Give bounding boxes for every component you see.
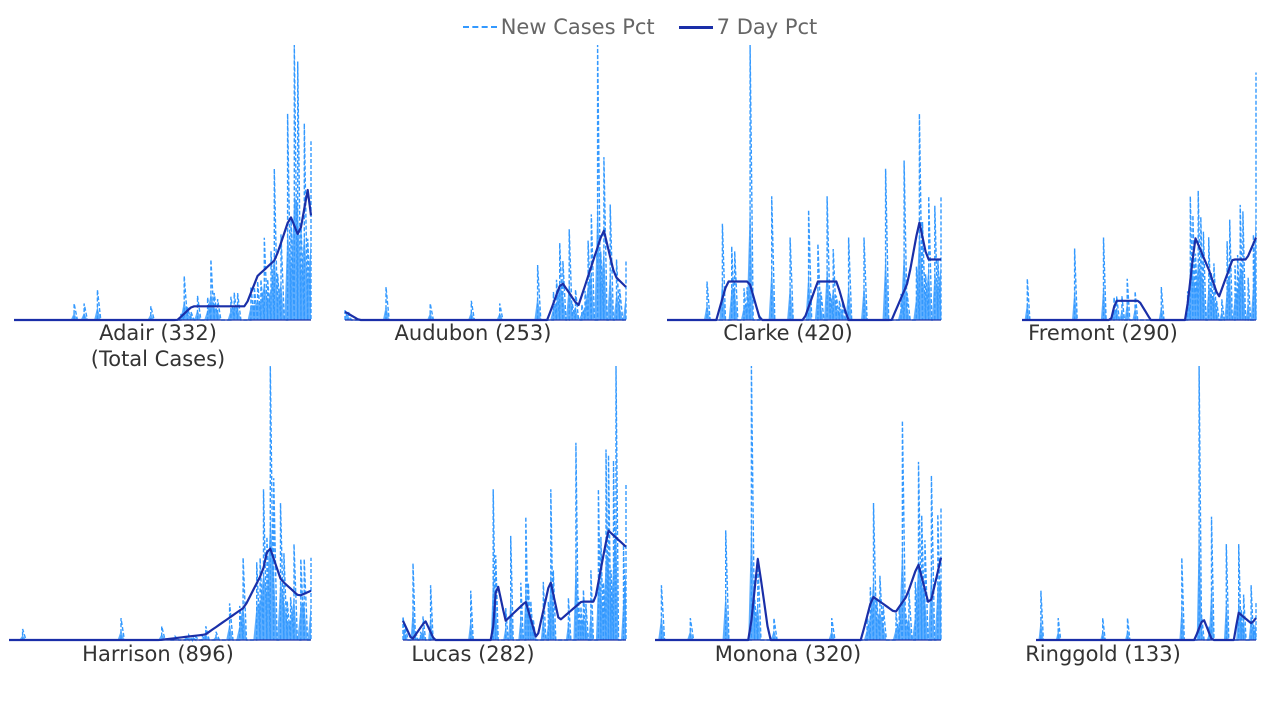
new-cases-area <box>14 196 311 320</box>
panel-label-clarke: Clarke (420) <box>723 321 853 345</box>
new-cases-line <box>655 365 942 641</box>
new-cases-line <box>1036 365 1257 641</box>
new-cases-area <box>655 516 941 640</box>
legend-label-7-day: 7 Day Pct <box>716 15 818 39</box>
chart-legend: New Cases Pct 7 Day Pct <box>0 12 1280 42</box>
legend-swatch-solid <box>678 25 713 29</box>
panel-adair <box>14 44 313 322</box>
panel-lucas <box>402 365 627 642</box>
panel-label-fremont: Fremont (290) <box>1028 321 1178 345</box>
panel-harrison <box>9 365 312 643</box>
new-cases-area <box>1036 516 1256 640</box>
panel-clarke <box>667 44 942 322</box>
panel-label-monona: Monona (320) <box>714 642 862 666</box>
panel-label-ringgold: Ringgold (133) <box>1025 642 1181 666</box>
panel-label-audubon: Audubon (253) <box>394 321 552 345</box>
new-cases-line <box>14 44 312 321</box>
panel-monona <box>655 365 943 642</box>
legend-label-new-cases: New Cases Pct <box>500 15 655 39</box>
legend-item-new-cases[interactable]: New Cases Pct <box>462 15 655 39</box>
panel-label-harrison: Harrison (896) <box>82 642 234 666</box>
legend-item-7-day[interactable]: 7 Day Pct <box>678 15 818 39</box>
legend-swatch-dashed <box>462 26 497 28</box>
new-cases-area <box>1022 208 1256 320</box>
panel-audubon <box>344 44 627 322</box>
panel-fremont <box>1022 72 1258 322</box>
new-cases-area <box>9 516 311 640</box>
panel-label-adair: Adair (332) (Total Cases) <box>90 321 226 371</box>
panel-label-lucas: Lucas (282) <box>411 642 535 666</box>
seven-day-line <box>344 229 627 322</box>
new-cases-line <box>402 365 627 641</box>
new-cases-line <box>344 44 627 321</box>
seven-day-line <box>1022 237 1258 322</box>
seven-day-line <box>1036 611 1257 642</box>
new-cases-line <box>1022 72 1257 321</box>
new-cases-area <box>403 516 626 640</box>
new-cases-line <box>667 44 942 321</box>
seven-day-line <box>667 221 941 322</box>
panel-ringgold <box>1036 365 1257 642</box>
